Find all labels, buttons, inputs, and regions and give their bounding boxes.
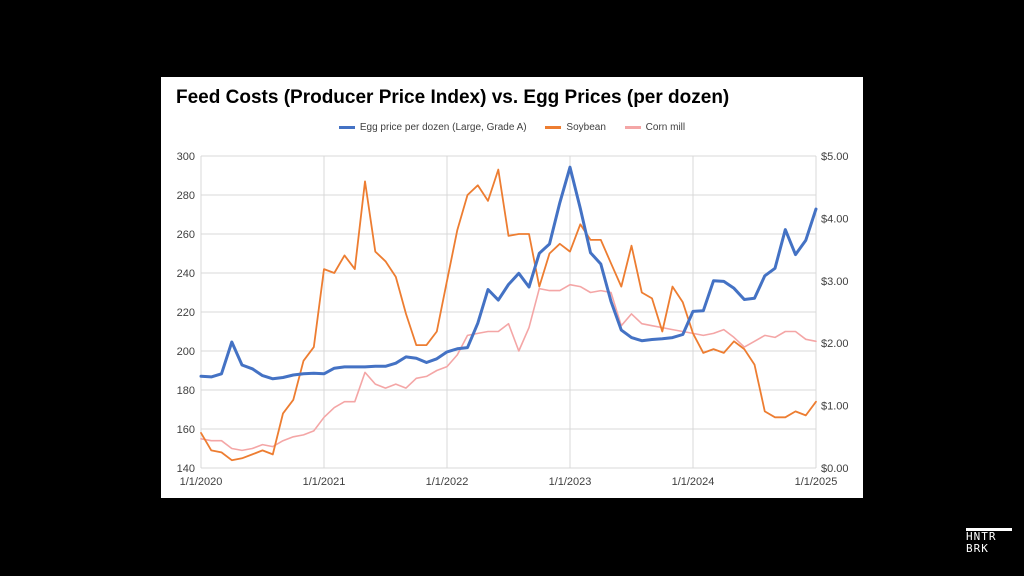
y-right-tick-label: $5.00 (821, 151, 849, 163)
x-tick-label: 1/1/2024 (672, 476, 715, 488)
x-tick-label: 1/1/2022 (426, 476, 469, 488)
series-line-soybean (200, 168, 817, 462)
x-tick-label: 1/1/2020 (180, 476, 223, 488)
series-line-corn-mill (200, 283, 817, 452)
legend-label-corn-mill: Corn mill (645, 122, 686, 133)
chart-legend: Egg price per dozen (Large, Grade A) Soy… (161, 122, 863, 133)
y-left-tick-label: 160 (177, 424, 195, 436)
y-right-tick-label: $2.00 (821, 338, 849, 350)
chart-canvas: 140 160 180 200 220 240 260 280 300 $0.00 $1.00 $2.… (177, 151, 849, 488)
brand-logo-line-2: BRK (966, 542, 989, 555)
series-line-egg (199, 165, 818, 381)
brand-logo-bar (966, 528, 1012, 531)
legend-item-egg: Egg price per dozen (Large, Grade A) (338, 122, 527, 133)
legend-swatch-soybean (545, 125, 562, 129)
y-right-tick-label: $4.00 (821, 213, 849, 225)
legend-swatch-egg (338, 125, 355, 129)
brand-logo: HNTR BRK (966, 528, 1014, 566)
legend-item-corn-mill: Corn mill (624, 122, 686, 133)
legend-label-soybean: Soybean (566, 122, 606, 133)
x-tick-label: 1/1/2021 (303, 476, 346, 488)
legend-label-egg: Egg price per dozen (Large, Grade A) (359, 122, 527, 133)
y-left-tick-label: 240 (177, 268, 195, 280)
brand-logo-line-1: HNTR (966, 530, 997, 543)
y-right-tick-label: $3.00 (821, 276, 849, 288)
y-left-tick-label: 180 (177, 385, 195, 397)
x-tick-label: 1/1/2023 (549, 476, 592, 488)
y-left-tick-label: 260 (177, 229, 195, 241)
y-left-tick-label: 140 (177, 463, 195, 475)
legend-swatch-corn-mill (624, 125, 641, 129)
chart-title: Feed Costs (Producer Price Index) vs. Eg… (176, 87, 730, 108)
y-left-tick-label: 200 (177, 346, 195, 358)
y-right-tick-label: $1.00 (821, 401, 849, 413)
y-right-tick-label: $0.00 (821, 463, 849, 475)
chart-card: 140 160 180 200 220 240 260 280 300 $0.00 $1.00 $2.… (161, 77, 863, 498)
y-left-tick-label: 220 (177, 307, 195, 319)
x-tick-label: 1/1/2025 (795, 476, 838, 488)
legend-item-soybean: Soybean (545, 122, 606, 133)
y-left-tick-label: 280 (177, 190, 195, 202)
y-left-tick-label: 300 (177, 151, 195, 163)
